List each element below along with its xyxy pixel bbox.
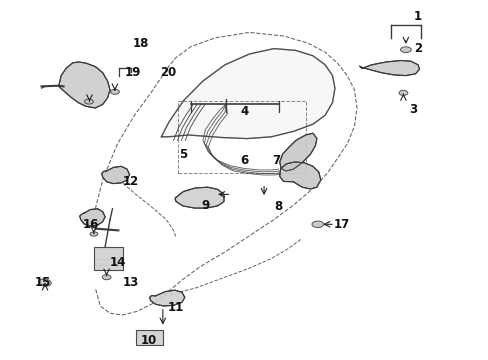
Text: 7: 7 (272, 154, 280, 167)
Text: 17: 17 (333, 219, 350, 231)
Polygon shape (80, 209, 105, 226)
Ellipse shape (84, 99, 93, 104)
Text: 3: 3 (408, 103, 416, 116)
Text: 4: 4 (240, 105, 248, 118)
Ellipse shape (311, 221, 323, 228)
Polygon shape (359, 60, 419, 76)
Polygon shape (279, 133, 316, 171)
Ellipse shape (400, 47, 410, 53)
Text: 13: 13 (122, 276, 139, 289)
Text: 18: 18 (132, 37, 149, 50)
Text: 19: 19 (124, 66, 141, 78)
Text: 5: 5 (179, 148, 187, 161)
Polygon shape (279, 162, 320, 189)
Text: 2: 2 (413, 42, 421, 55)
Ellipse shape (110, 89, 119, 94)
Polygon shape (161, 49, 334, 139)
Ellipse shape (90, 232, 98, 236)
Text: 11: 11 (167, 301, 184, 314)
Text: 14: 14 (110, 256, 126, 269)
Ellipse shape (102, 275, 111, 280)
Text: 9: 9 (201, 199, 209, 212)
Text: 15: 15 (35, 276, 51, 289)
Bar (94, 247, 123, 270)
Text: 20: 20 (160, 66, 177, 78)
Polygon shape (102, 166, 129, 184)
Polygon shape (59, 62, 110, 108)
Polygon shape (175, 187, 224, 208)
Ellipse shape (398, 90, 407, 95)
Text: 12: 12 (122, 175, 139, 188)
Text: 10: 10 (141, 334, 157, 347)
Bar (136, 330, 163, 345)
Text: 16: 16 (82, 219, 99, 231)
Text: 1: 1 (413, 10, 421, 23)
Polygon shape (149, 290, 184, 306)
Text: 6: 6 (240, 154, 248, 167)
Text: 8: 8 (274, 201, 282, 213)
Ellipse shape (39, 279, 51, 286)
